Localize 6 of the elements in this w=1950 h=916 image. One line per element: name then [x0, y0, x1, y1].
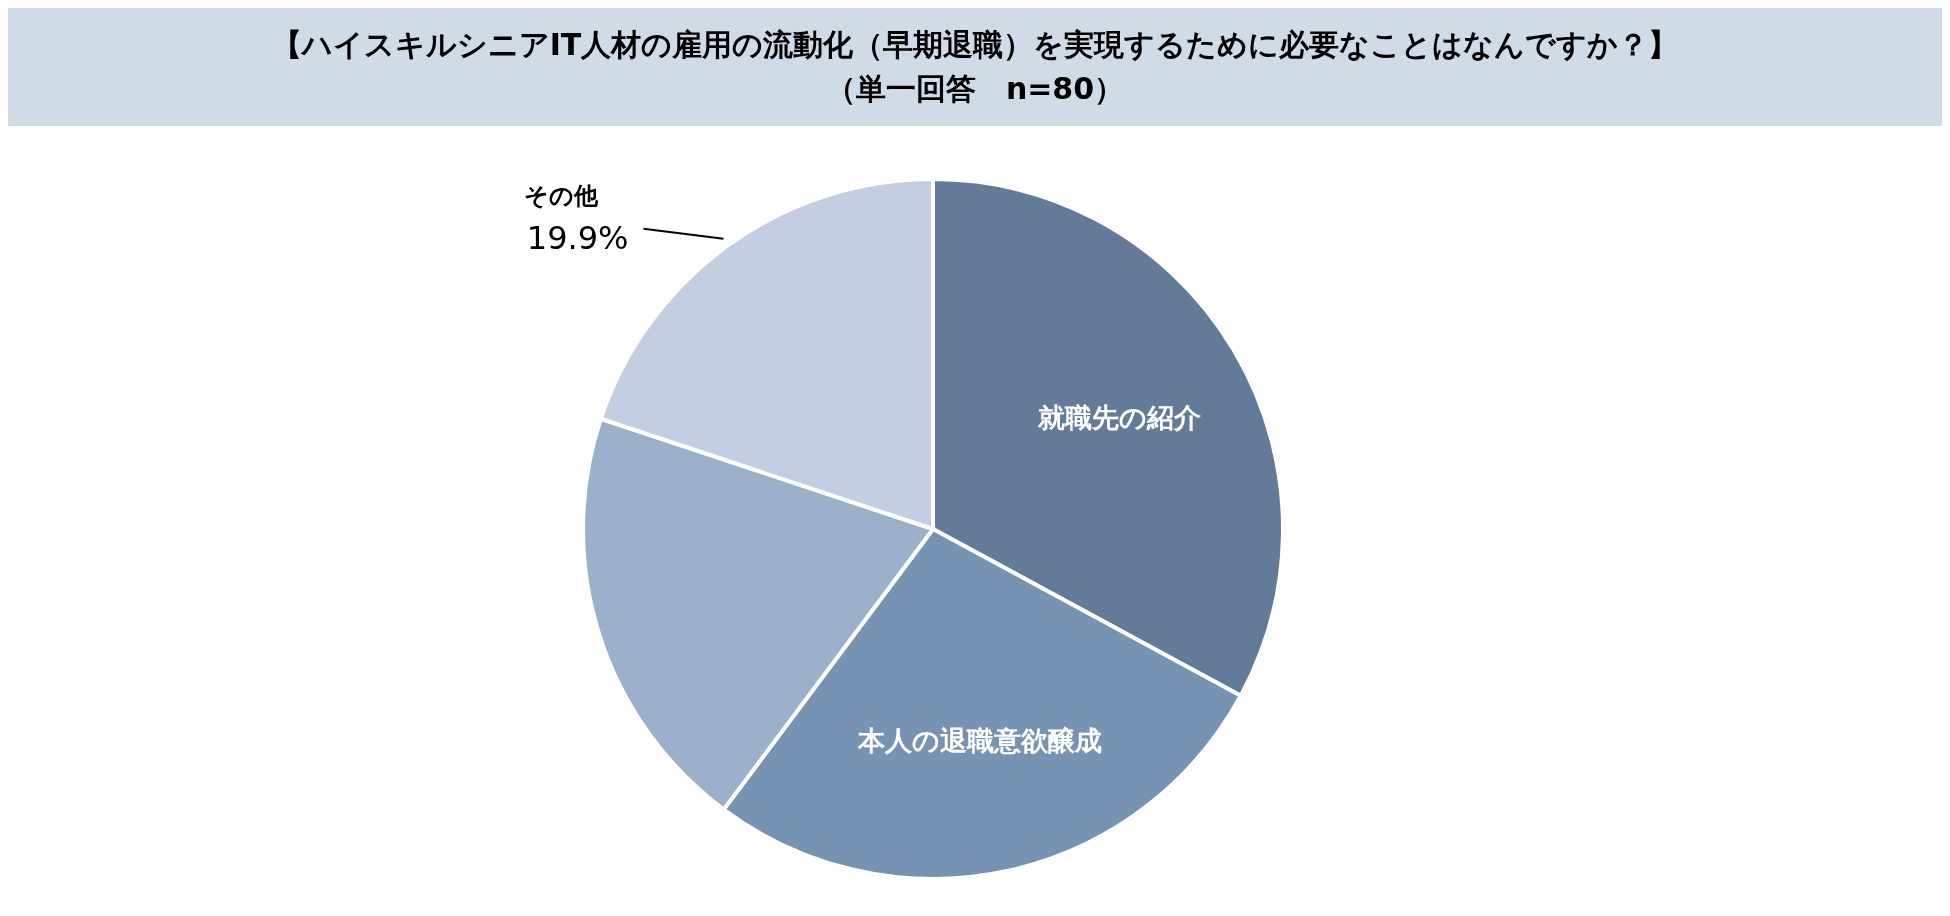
slice-label: 就職先の紹介 — [1036, 402, 1201, 434]
chart-title: 【ハイスキルシニアIT人材の雇用の流動化（早期退職）を実現するために必要なことはなんですか？】 — [271, 26, 1679, 64]
data-label: 19.9% — [526, 218, 629, 257]
chart-subtitle: （単一回答 n=80） — [825, 70, 1125, 108]
slice-label: その他 — [524, 181, 600, 210]
slice-label: 本人の退職意欲醸成 — [856, 725, 1102, 757]
